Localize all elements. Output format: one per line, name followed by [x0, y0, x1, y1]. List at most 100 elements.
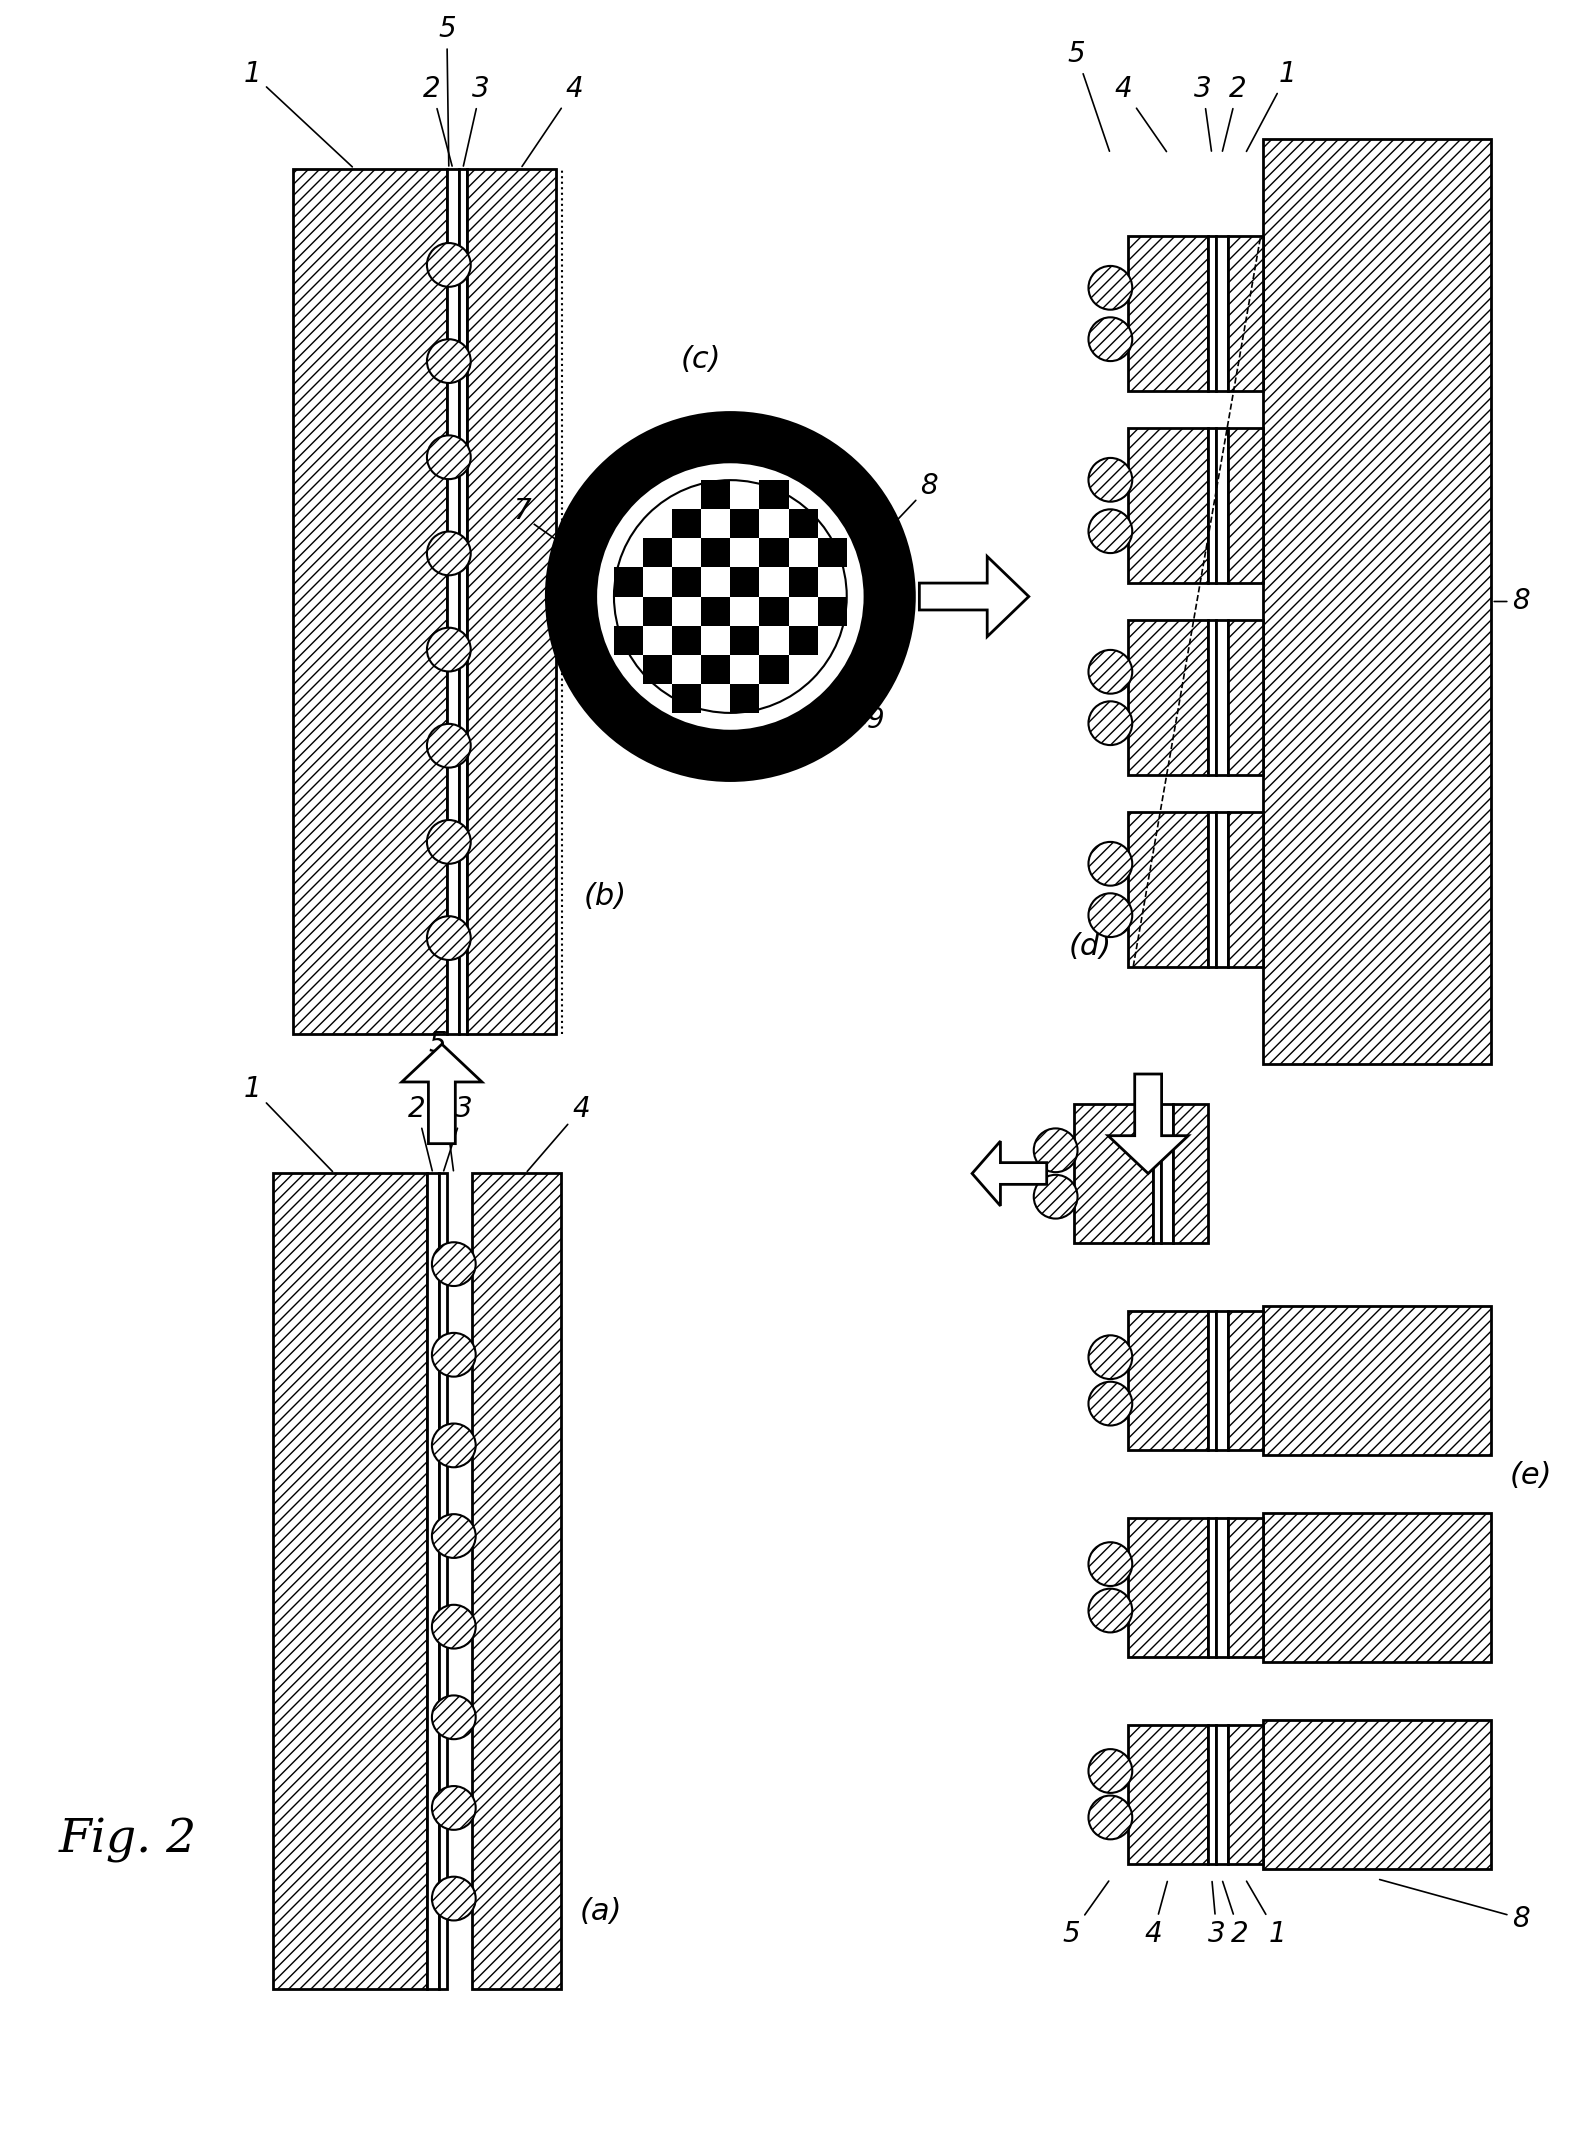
Bar [1227, 812, 1262, 967]
Circle shape [433, 1695, 476, 1738]
Bar [643, 597, 672, 625]
Bar [1154, 1103, 1162, 1243]
Text: 7: 7 [514, 498, 531, 526]
Circle shape [1088, 508, 1132, 554]
Circle shape [428, 243, 471, 286]
Bar [1128, 1519, 1208, 1656]
Bar [1208, 1312, 1216, 1450]
Bar [1216, 1519, 1227, 1656]
Text: 3: 3 [444, 1094, 472, 1172]
Bar [1162, 1103, 1173, 1243]
Bar [701, 480, 731, 508]
Bar [1216, 812, 1227, 967]
Text: 4: 4 [527, 1094, 591, 1172]
Bar [1227, 1312, 1262, 1450]
Bar [1262, 1512, 1491, 1663]
Text: 2: 2 [423, 75, 452, 166]
Circle shape [433, 1786, 476, 1831]
Circle shape [1088, 1335, 1132, 1379]
Bar [731, 508, 760, 538]
Text: (e): (e) [1510, 1460, 1551, 1491]
Bar [292, 168, 447, 1034]
Circle shape [1088, 1542, 1132, 1585]
Bar [1074, 1103, 1154, 1243]
Bar [466, 168, 557, 1034]
Circle shape [428, 532, 471, 575]
Text: 5: 5 [1068, 41, 1109, 151]
Circle shape [428, 915, 471, 961]
Circle shape [433, 1333, 476, 1376]
Bar [458, 168, 466, 1034]
Text: 1: 1 [244, 1075, 332, 1172]
Text: 5: 5 [428, 1030, 453, 1172]
Bar [731, 625, 760, 655]
Bar [760, 597, 788, 625]
Bar [447, 168, 458, 1034]
Bar [1208, 237, 1216, 390]
Circle shape [1088, 842, 1132, 885]
Polygon shape [919, 556, 1029, 638]
Bar [817, 597, 847, 625]
Bar [788, 567, 817, 597]
Bar [428, 1174, 439, 1988]
Text: 2: 2 [409, 1094, 433, 1172]
Bar [1208, 429, 1216, 582]
Circle shape [433, 1514, 476, 1557]
Text: 4: 4 [1114, 75, 1167, 151]
Bar [1227, 429, 1262, 582]
Text: (d): (d) [1069, 933, 1112, 961]
Bar [1227, 237, 1262, 390]
Circle shape [433, 1243, 476, 1286]
Circle shape [1088, 317, 1132, 362]
Text: 1: 1 [244, 60, 353, 166]
Bar [1128, 429, 1208, 582]
Bar [672, 625, 701, 655]
Bar [760, 480, 788, 508]
Circle shape [1088, 1796, 1132, 1840]
Bar [614, 567, 643, 597]
Bar [643, 538, 672, 567]
Bar [1262, 1719, 1491, 1870]
Text: 5: 5 [1063, 1880, 1109, 1947]
Circle shape [1034, 1174, 1077, 1219]
Text: 8: 8 [1494, 588, 1531, 616]
Text: (b): (b) [584, 881, 627, 911]
Polygon shape [972, 1142, 1047, 1206]
Bar [1227, 620, 1262, 775]
Bar [817, 538, 847, 567]
Bar [731, 683, 760, 713]
Circle shape [428, 435, 471, 478]
Text: (c): (c) [680, 345, 721, 375]
Circle shape [1088, 1381, 1132, 1426]
Bar [701, 538, 731, 567]
Bar [1128, 1312, 1208, 1450]
Polygon shape [1108, 1075, 1189, 1174]
Bar [760, 655, 788, 683]
Bar [643, 655, 672, 683]
Text: (a): (a) [579, 1896, 622, 1926]
Bar [1216, 237, 1227, 390]
Circle shape [1088, 265, 1132, 310]
Bar [701, 655, 731, 683]
Text: 2: 2 [1223, 1880, 1248, 1947]
Bar [1216, 620, 1227, 775]
Bar [731, 567, 760, 597]
Bar [760, 538, 788, 567]
Text: Fig. 2: Fig. 2 [59, 1818, 198, 1863]
Bar [1128, 812, 1208, 967]
Circle shape [1034, 1129, 1077, 1172]
Text: 3: 3 [1208, 1883, 1226, 1947]
Bar [672, 567, 701, 597]
Bar [1216, 1725, 1227, 1863]
Bar [1216, 429, 1227, 582]
Text: 3: 3 [463, 75, 490, 166]
Bar [1216, 1312, 1227, 1450]
Text: 8: 8 [865, 472, 938, 554]
Bar [788, 508, 817, 538]
Text: 8: 8 [1379, 1880, 1531, 1932]
Bar [1208, 1725, 1216, 1863]
Circle shape [1088, 459, 1132, 502]
Text: 9: 9 [867, 707, 884, 735]
Circle shape [433, 1605, 476, 1648]
Bar [273, 1174, 428, 1988]
